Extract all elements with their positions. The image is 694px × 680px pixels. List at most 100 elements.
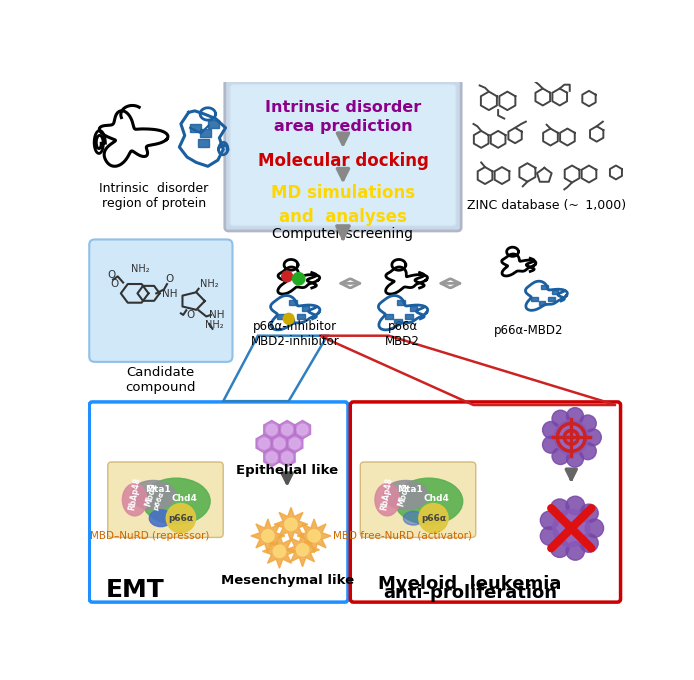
- Circle shape: [274, 438, 285, 449]
- Circle shape: [579, 415, 596, 432]
- Text: Myeloid  leukemia: Myeloid leukemia: [378, 575, 561, 593]
- Circle shape: [282, 452, 293, 463]
- Circle shape: [579, 504, 598, 523]
- Bar: [385, 314, 393, 319]
- Circle shape: [259, 438, 269, 449]
- Bar: [409, 307, 417, 311]
- Text: NH: NH: [162, 289, 177, 299]
- Text: Mbd2: Mbd2: [396, 481, 412, 507]
- Circle shape: [553, 510, 590, 547]
- Polygon shape: [251, 519, 285, 553]
- Circle shape: [579, 443, 596, 460]
- Bar: [208, 120, 219, 128]
- Text: O: O: [110, 279, 118, 289]
- Text: Intrinsic disorder
area prediction: Intrinsic disorder area prediction: [265, 99, 421, 135]
- Bar: [200, 129, 211, 137]
- Bar: [297, 314, 305, 319]
- Text: EMT: EMT: [105, 578, 164, 602]
- Bar: [394, 319, 402, 324]
- Circle shape: [566, 496, 584, 515]
- Text: p66α: p66α: [421, 513, 446, 523]
- Text: NH₂: NH₂: [200, 279, 219, 289]
- Bar: [539, 301, 545, 305]
- Circle shape: [541, 511, 559, 530]
- FancyBboxPatch shape: [108, 462, 223, 537]
- Bar: [531, 297, 538, 301]
- FancyBboxPatch shape: [225, 80, 462, 231]
- Bar: [302, 307, 310, 311]
- Circle shape: [550, 539, 569, 558]
- Text: Mta1: Mta1: [145, 485, 171, 494]
- Circle shape: [552, 447, 569, 464]
- Text: MBD–NuRD (repressor): MBD–NuRD (repressor): [90, 530, 210, 541]
- Bar: [289, 301, 297, 305]
- Text: p66α-inhibitor
MBD2-inhibitor: p66α-inhibitor MBD2-inhibitor: [251, 320, 339, 348]
- Circle shape: [543, 422, 559, 439]
- Polygon shape: [274, 507, 308, 541]
- Text: Mesenchymal like: Mesenchymal like: [221, 575, 354, 588]
- Circle shape: [289, 438, 301, 449]
- Ellipse shape: [395, 478, 463, 524]
- Circle shape: [418, 504, 448, 533]
- Circle shape: [555, 420, 589, 454]
- Circle shape: [167, 504, 196, 533]
- Text: MD simulations
and  analyses: MD simulations and analyses: [271, 184, 415, 226]
- Text: NH: NH: [210, 310, 225, 320]
- Circle shape: [266, 452, 277, 463]
- Circle shape: [584, 429, 601, 446]
- Circle shape: [308, 530, 320, 542]
- FancyBboxPatch shape: [90, 239, 232, 362]
- Text: RbAp48: RbAp48: [380, 476, 394, 511]
- Ellipse shape: [149, 510, 172, 526]
- Text: Mta1: Mta1: [398, 485, 423, 494]
- Circle shape: [566, 542, 584, 560]
- Circle shape: [579, 534, 598, 552]
- Text: O: O: [186, 310, 194, 320]
- Bar: [190, 124, 201, 132]
- Circle shape: [282, 271, 293, 282]
- Circle shape: [273, 545, 286, 558]
- Polygon shape: [262, 534, 296, 568]
- Text: Molecular docking: Molecular docking: [257, 152, 428, 170]
- Circle shape: [282, 424, 293, 435]
- Bar: [552, 290, 559, 294]
- FancyBboxPatch shape: [360, 462, 476, 537]
- Text: Chd4: Chd4: [171, 494, 197, 503]
- Bar: [277, 314, 285, 319]
- Circle shape: [566, 407, 584, 424]
- Text: NH₂: NH₂: [205, 320, 223, 330]
- Text: ZINC database (~  1,000): ZINC database (~ 1,000): [467, 199, 626, 211]
- Text: RbAp48: RbAp48: [127, 476, 142, 511]
- Circle shape: [543, 437, 559, 453]
- Polygon shape: [286, 533, 319, 566]
- Text: Computer screening: Computer screening: [273, 227, 414, 241]
- Text: p66α: p66α: [153, 491, 165, 511]
- Circle shape: [285, 518, 297, 530]
- Circle shape: [552, 410, 569, 427]
- Ellipse shape: [383, 481, 428, 510]
- Text: Chd4: Chd4: [423, 494, 450, 503]
- FancyBboxPatch shape: [90, 402, 348, 602]
- Circle shape: [293, 273, 305, 285]
- Text: MBD free-NuRD (activator): MBD free-NuRD (activator): [333, 530, 472, 541]
- Bar: [198, 139, 209, 147]
- FancyBboxPatch shape: [350, 402, 620, 602]
- Circle shape: [585, 519, 604, 537]
- Text: NH₂: NH₂: [131, 264, 149, 274]
- Polygon shape: [297, 519, 331, 553]
- Bar: [548, 297, 555, 301]
- Bar: [405, 314, 413, 319]
- FancyBboxPatch shape: [230, 85, 456, 226]
- Text: p66α: p66α: [169, 513, 194, 523]
- Circle shape: [541, 527, 559, 545]
- Circle shape: [550, 499, 569, 517]
- Circle shape: [266, 424, 277, 435]
- Text: Candidate
compound: Candidate compound: [126, 366, 196, 394]
- Circle shape: [283, 313, 294, 324]
- Text: anti-proliferation: anti-proliferation: [383, 584, 557, 602]
- Bar: [541, 285, 548, 289]
- Text: Intrinsic  disorder
region of protein: Intrinsic disorder region of protein: [99, 182, 209, 209]
- Circle shape: [566, 450, 584, 467]
- Text: p66α-MBD2: p66α-MBD2: [494, 324, 564, 337]
- Text: p66α
MBD2: p66α MBD2: [385, 320, 420, 348]
